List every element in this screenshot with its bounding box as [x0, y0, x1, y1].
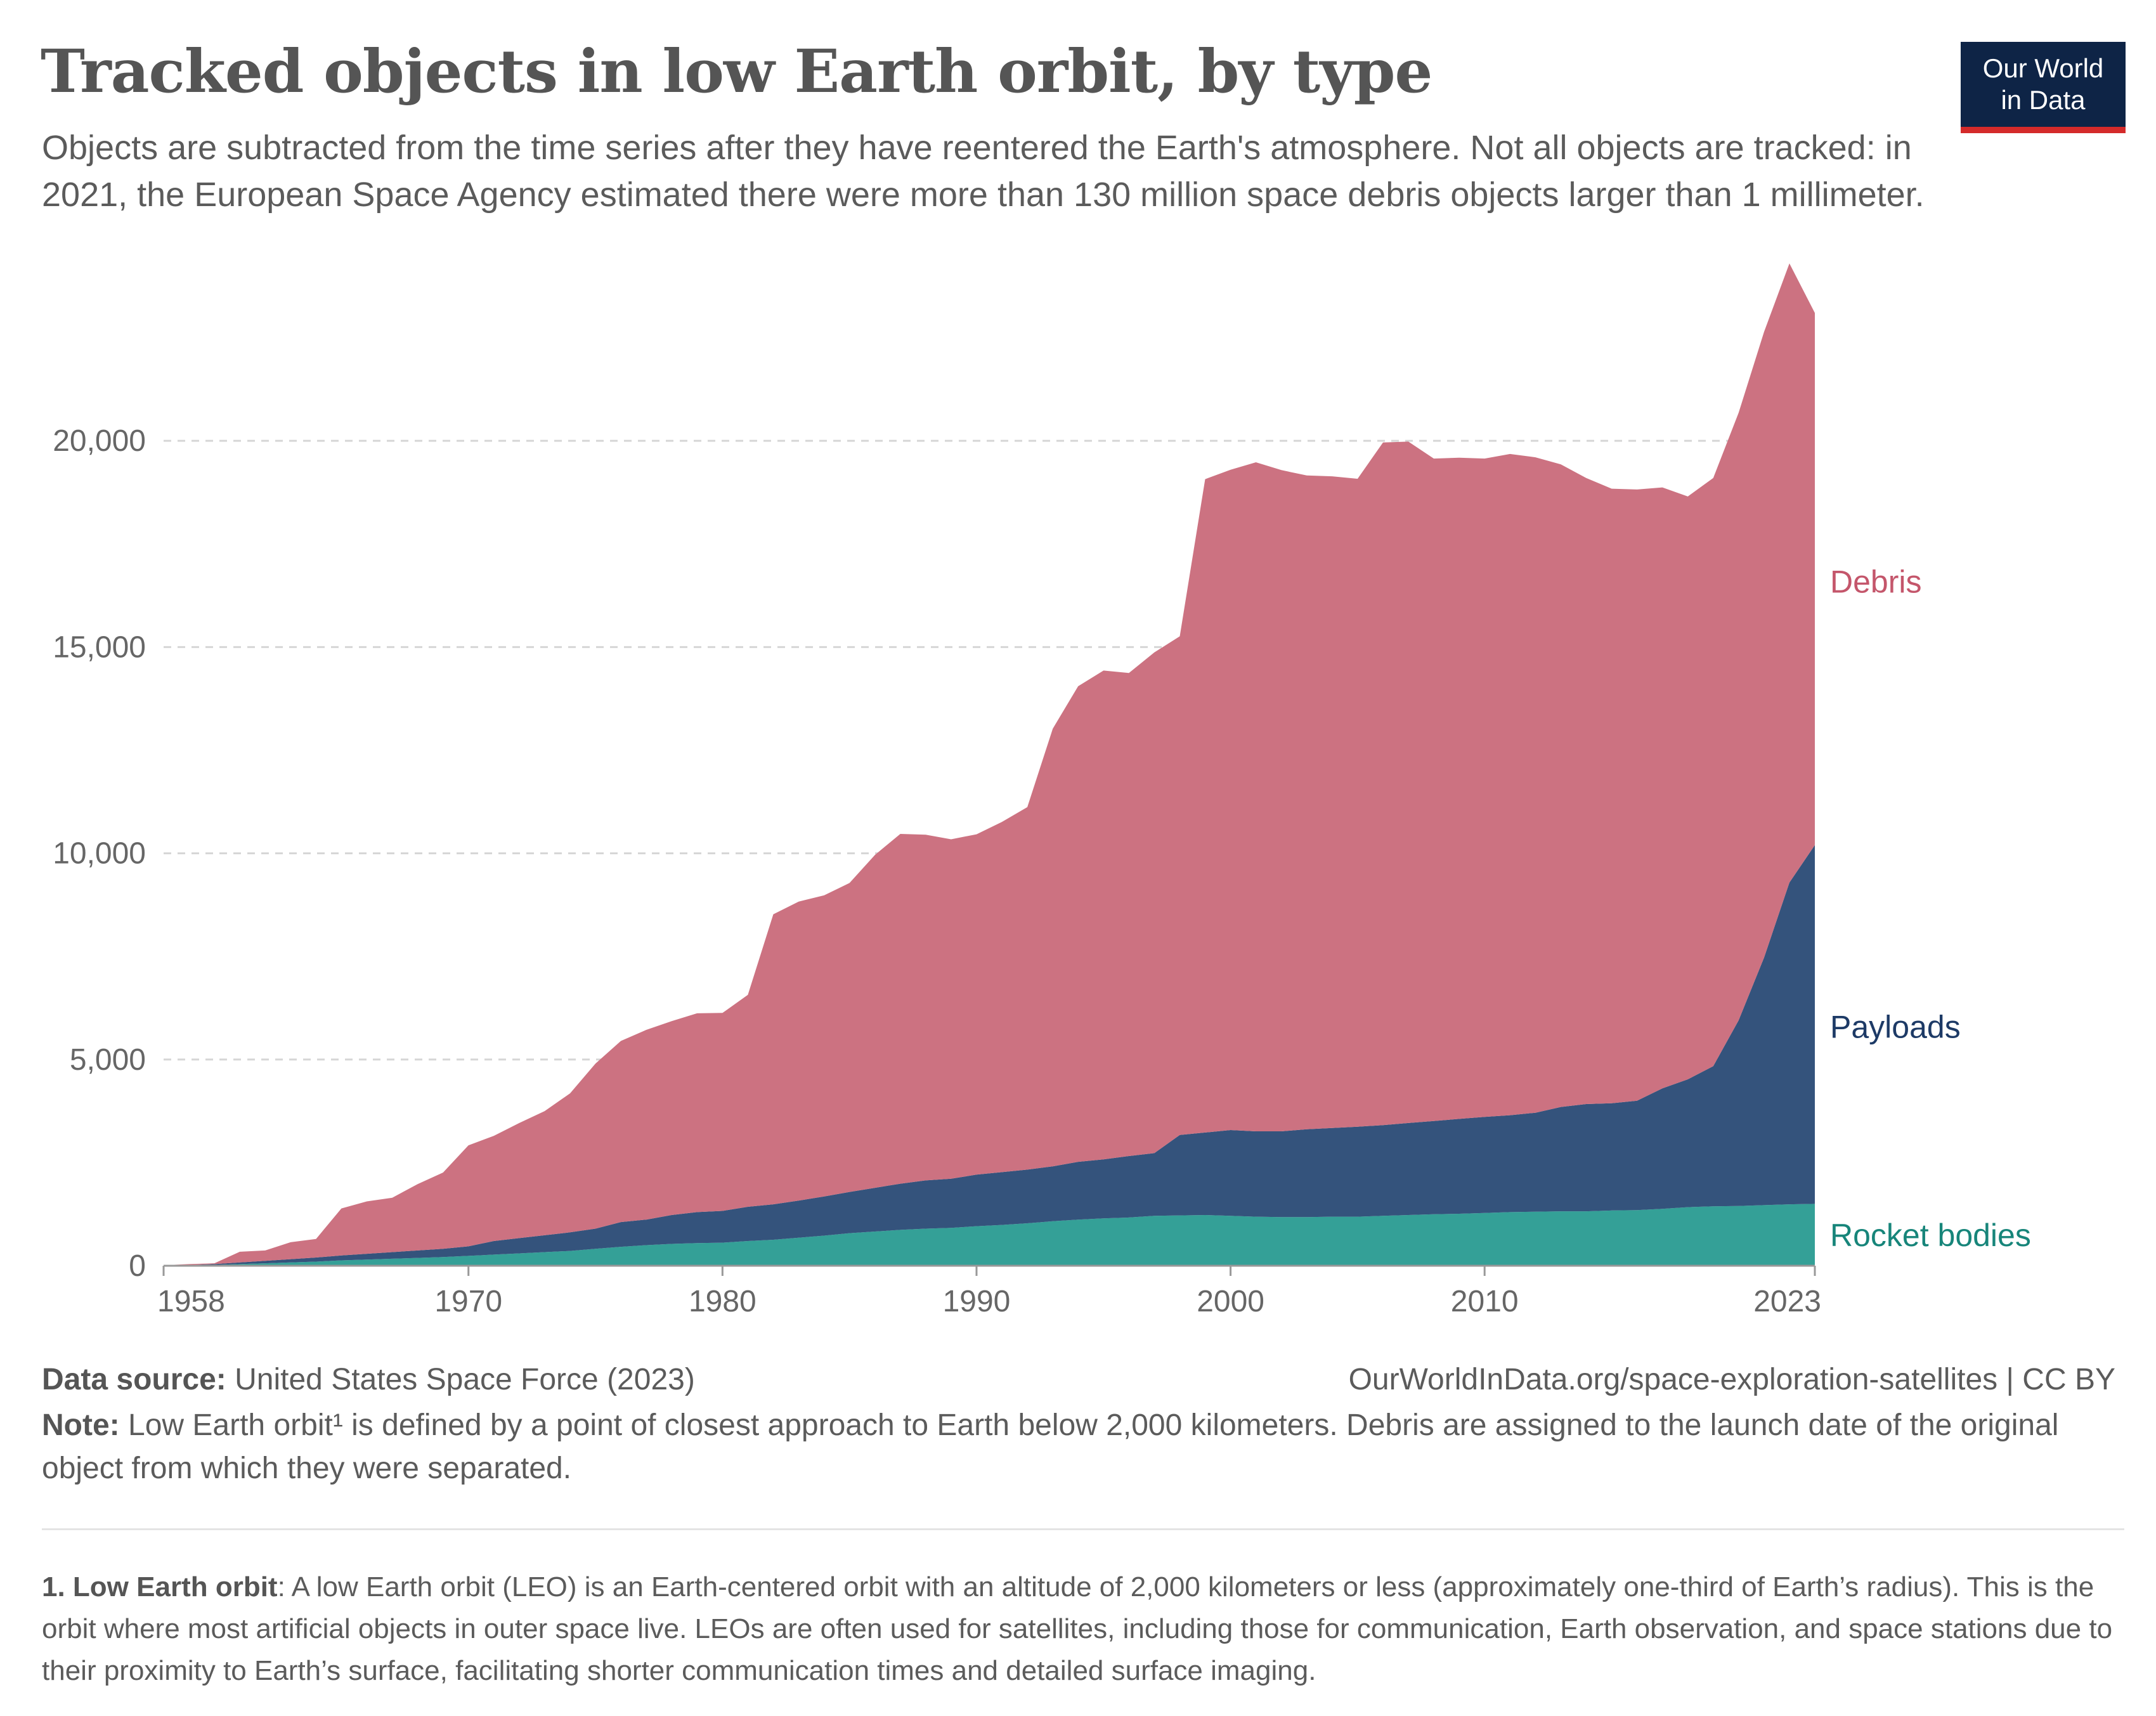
chart-note: Note: Low Earth orbit¹ is defined by a p…	[42, 1404, 2122, 1490]
x-tick-label: 1990	[943, 1285, 1011, 1318]
logo-line-2: in Data	[2001, 85, 2086, 115]
data-source: Data source: United States Space Force (…	[42, 1362, 695, 1397]
y-tick-label: 20,000	[53, 424, 146, 458]
y-tick-label: 5,000	[70, 1043, 146, 1077]
x-tick-label: 1958	[157, 1285, 225, 1318]
footnote-text: : A low Earth orbit (LEO) is an Earth-ce…	[42, 1571, 2113, 1686]
logo-line-1: Our World	[1982, 53, 2104, 83]
area-payloads[interactable]	[164, 845, 1815, 1266]
data-source-text: United States Space Force (2023)	[226, 1363, 695, 1396]
chart-title: Tracked objects in low Earth orbit, by t…	[41, 37, 1432, 107]
x-tick-label: 1970	[434, 1285, 502, 1318]
y-tick-label: 10,000	[53, 837, 146, 871]
note-label: Note:	[42, 1408, 120, 1442]
axes: 0 5,000 10,000 15,000 20,000 1958 1970 1980 1990…	[53, 424, 1821, 1318]
area-rocket-bodies[interactable]	[164, 1204, 1815, 1266]
x-tick-label: 2010	[1451, 1285, 1519, 1318]
area-debris[interactable]	[164, 263, 1815, 1266]
chart-subtitle: Objects are subtracted from the time ser…	[42, 129, 1925, 214]
footnote-divider	[42, 1528, 2124, 1530]
y-tick-label: 0	[129, 1249, 146, 1283]
series-label-rocket-bodies: Rocket bodies	[1830, 1218, 2031, 1253]
x-tick-label: 1980	[689, 1285, 757, 1318]
series-labels: Debris Payloads Rocket bodies	[1830, 564, 2031, 1253]
data-source-label: Data source:	[42, 1363, 226, 1396]
source-url-link[interactable]: OurWorldInData.org/space-exploration-sat…	[1348, 1363, 2115, 1396]
note-text: Low Earth orbit¹ is defined by a point o…	[42, 1408, 2059, 1485]
footnote: 1. Low Earth orbit: A low Earth orbit (L…	[42, 1566, 2128, 1692]
x-tick-label: 2023	[1753, 1285, 1821, 1318]
area-chart: 0 5,000 10,000 15,000 20,000 1958 1970 1980 1990…	[53, 263, 2031, 1318]
owid-logo[interactable]: Our World in Data	[1961, 42, 2126, 133]
stacked-areas	[164, 263, 1815, 1266]
y-tick-label: 15,000	[53, 630, 146, 664]
x-tick-label: 2000	[1197, 1285, 1264, 1318]
footnote-label: 1. Low Earth orbit	[42, 1571, 278, 1602]
series-label-payloads: Payloads	[1830, 1010, 1961, 1045]
series-label-debris: Debris	[1830, 564, 1921, 599]
